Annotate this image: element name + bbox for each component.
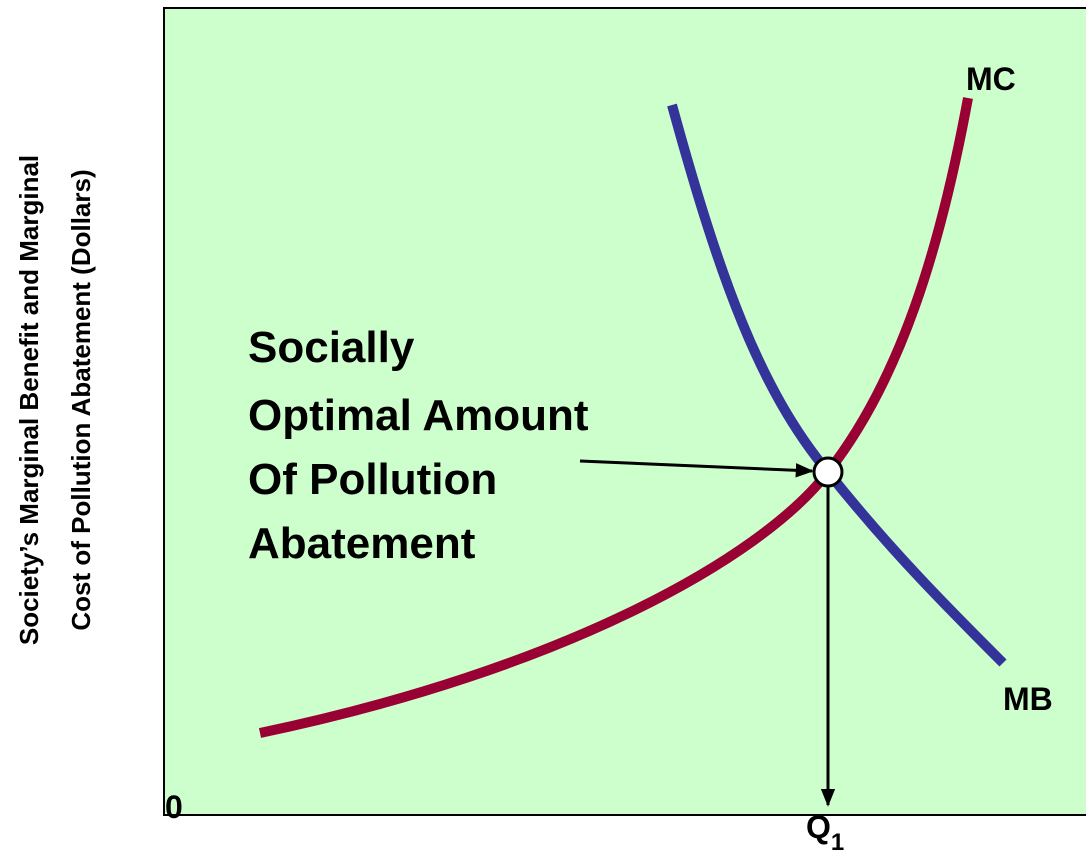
- annotation-line: Of Pollution: [248, 455, 497, 504]
- y-label-line: Society’s Marginal Benefit and Marginal: [14, 155, 44, 645]
- curve-label: MB: [1003, 681, 1053, 717]
- annotation-arrow: [579, 459, 814, 478]
- annotation-line: Abatement: [248, 519, 476, 568]
- x-label: Q1: [806, 809, 844, 856]
- x-label-subscript: 1: [831, 829, 844, 856]
- y-label-line: Cost of Pollution Abatement (Dollars): [66, 169, 96, 630]
- curve-label: MC: [966, 61, 1016, 97]
- plot-area: [163, 7, 1086, 816]
- y-axis-label: Society’s Marginal Benefit and Marginal …: [14, 155, 96, 645]
- equilibrium-point: [812, 456, 844, 488]
- annotation-line: Optimal Amount: [248, 391, 589, 440]
- x-label-text: Q: [806, 809, 831, 845]
- origin-label: 0: [165, 789, 183, 825]
- annotation-line: Socially: [248, 323, 415, 372]
- annotation: Socially Optimal Amount Of Pollution Aba…: [248, 323, 589, 568]
- mc-curve: [258, 97, 973, 738]
